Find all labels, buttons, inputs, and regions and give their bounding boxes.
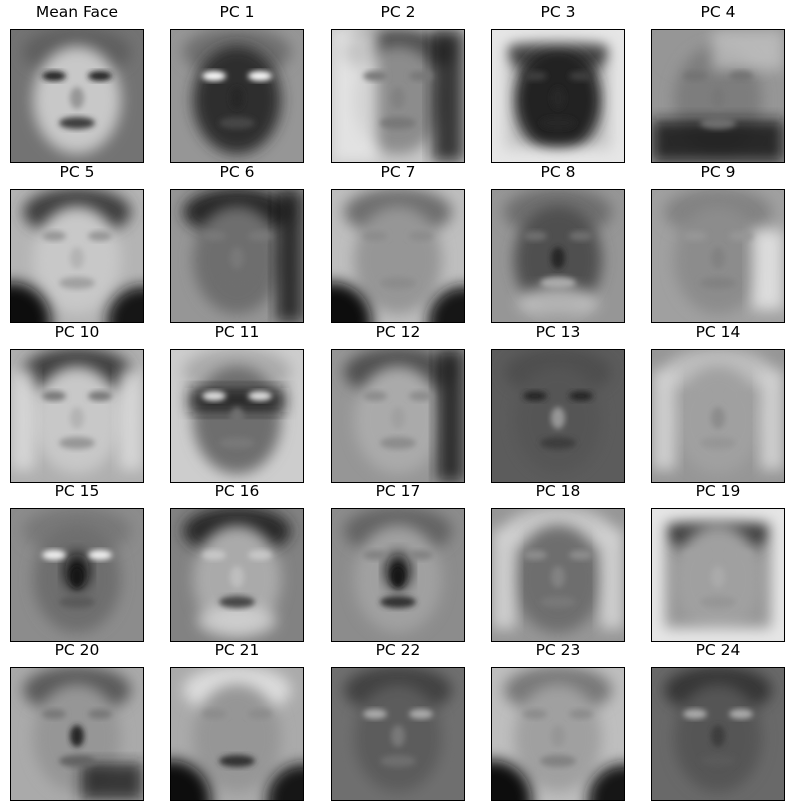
eigenface-image <box>10 667 144 801</box>
eigenface-image <box>651 667 785 801</box>
eigenface-image <box>491 667 625 801</box>
panel-pc-2: PC 2 <box>331 0 465 163</box>
panel-title: PC 21 <box>214 641 260 659</box>
panel-title: PC 8 <box>540 163 576 181</box>
panel-pc-19: PC 19 <box>651 479 785 642</box>
panel-title: PC 14 <box>695 323 741 341</box>
eigenface-image <box>331 189 465 323</box>
panel-pc-1: PC 1 <box>170 0 304 163</box>
eigenface-image <box>651 349 785 483</box>
eigenface-image <box>331 508 465 642</box>
panel-pc-17: PC 17 <box>331 479 465 642</box>
panel-pc-16: PC 16 <box>170 479 304 642</box>
eigenface-image <box>651 508 785 642</box>
panel-pc-22: PC 22 <box>331 638 465 801</box>
panel-title: PC 6 <box>219 163 255 181</box>
panel-title: PC 19 <box>695 482 741 500</box>
eigenface-image <box>170 29 304 163</box>
eigenface-image <box>491 349 625 483</box>
eigenface-image <box>170 189 304 323</box>
panel-pc-24: PC 24 <box>651 638 785 801</box>
panel-title: PC 11 <box>214 323 260 341</box>
panel-pc-13: PC 13 <box>491 320 625 483</box>
panel-title: PC 16 <box>214 482 260 500</box>
eigenface-image <box>651 29 785 163</box>
eigenface-image <box>491 29 625 163</box>
panel-title: PC 2 <box>380 3 416 21</box>
eigenface-image <box>170 349 304 483</box>
panel-title: PC 17 <box>375 482 421 500</box>
panel-title: PC 12 <box>375 323 421 341</box>
panel-title: PC 20 <box>54 641 100 659</box>
panel-title: PC 13 <box>535 323 581 341</box>
panel-title: PC 7 <box>380 163 416 181</box>
eigenface-image <box>10 508 144 642</box>
panel-title: PC 18 <box>535 482 581 500</box>
panel-title: PC 5 <box>59 163 95 181</box>
eigenface-image <box>10 349 144 483</box>
panel-title: PC 1 <box>219 3 255 21</box>
panel-pc-3: PC 3 <box>491 0 625 163</box>
panel-title: PC 15 <box>54 482 100 500</box>
panel-title: PC 22 <box>375 641 421 659</box>
eigenface-image <box>331 349 465 483</box>
eigenface-image <box>651 189 785 323</box>
panel-title: Mean Face <box>35 3 119 21</box>
panel-title: PC 3 <box>540 3 576 21</box>
panel-title: PC 9 <box>700 163 736 181</box>
panel-pc-14: PC 14 <box>651 320 785 483</box>
panel-title: PC 23 <box>535 641 581 659</box>
panel-pc-5: PC 5 <box>10 160 144 323</box>
mean-face-image <box>10 29 144 163</box>
eigenface-image <box>331 29 465 163</box>
panel-pc-15: PC 15 <box>10 479 144 642</box>
eigenface-image <box>10 189 144 323</box>
panel-pc-10: PC 10 <box>10 320 144 483</box>
panel-pc-9: PC 9 <box>651 160 785 323</box>
panel-pc-12: PC 12 <box>331 320 465 483</box>
eigenface-image <box>170 667 304 801</box>
panel-pc-4: PC 4 <box>651 0 785 163</box>
panel-pc-20: PC 20 <box>10 638 144 801</box>
panel-pc-11: PC 11 <box>170 320 304 483</box>
eigenface-image <box>170 508 304 642</box>
eigenface-image <box>331 667 465 801</box>
panel-title: PC 10 <box>54 323 100 341</box>
panel-pc-7: PC 7 <box>331 160 465 323</box>
panel-pc-6: PC 6 <box>170 160 304 323</box>
panel-mean-face: Mean Face <box>10 0 144 163</box>
eigenface-image <box>491 189 625 323</box>
panel-title: PC 4 <box>700 3 736 21</box>
panel-pc-23: PC 23 <box>491 638 625 801</box>
panel-title: PC 24 <box>695 641 741 659</box>
panel-pc-18: PC 18 <box>491 479 625 642</box>
panel-pc-8: PC 8 <box>491 160 625 323</box>
panel-pc-21: PC 21 <box>170 638 304 801</box>
eigenface-image <box>491 508 625 642</box>
